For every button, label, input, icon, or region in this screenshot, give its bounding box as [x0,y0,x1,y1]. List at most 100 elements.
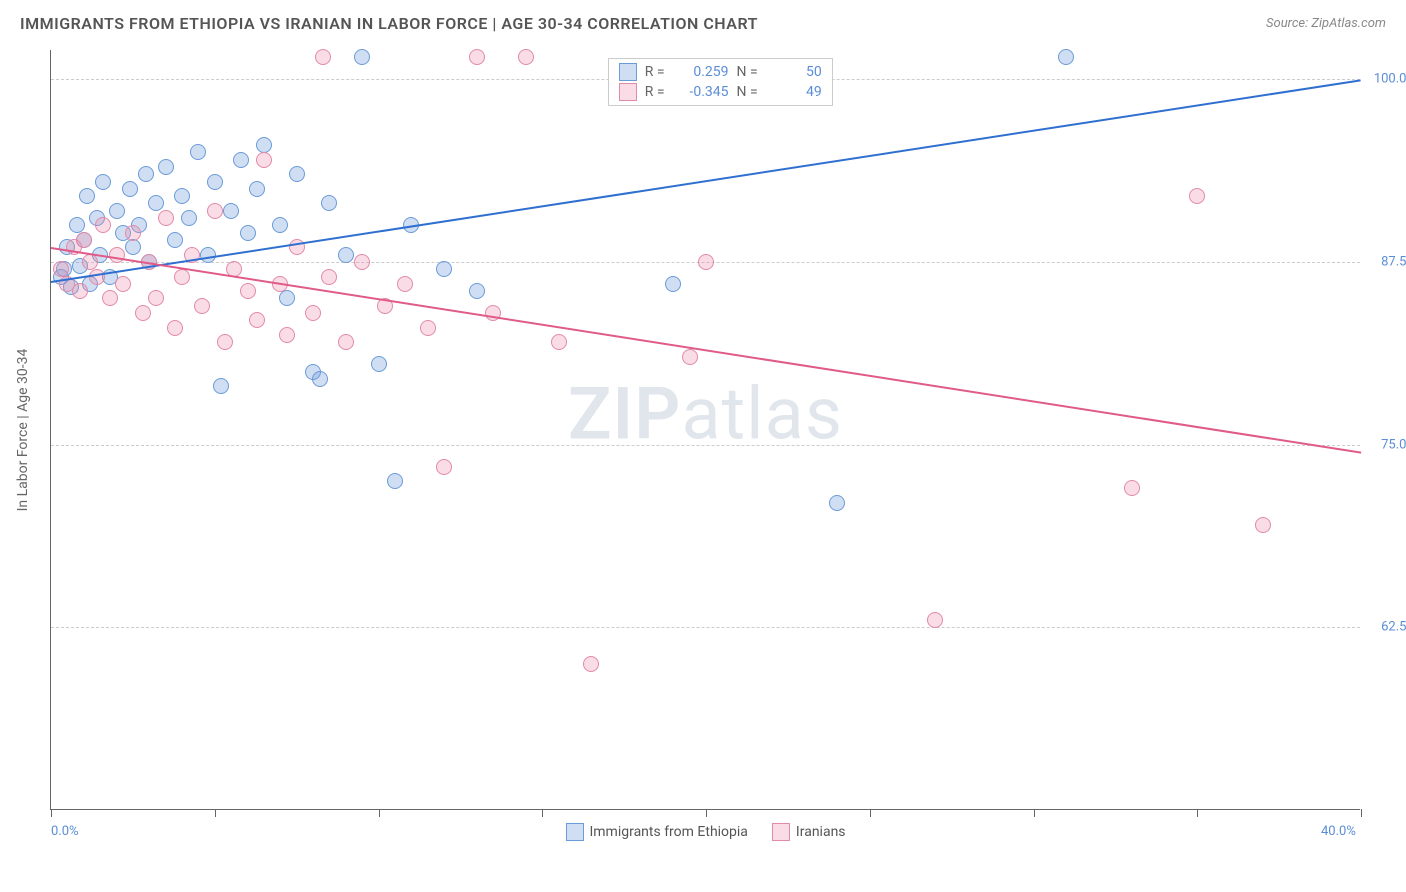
data-point [338,247,354,263]
data-point [305,305,321,321]
data-point [518,49,534,65]
data-point [122,181,138,197]
data-point [927,612,943,628]
x-tick [1197,809,1198,817]
data-point [1058,49,1074,65]
data-point [109,203,125,219]
data-point [158,210,174,226]
data-point [387,473,403,489]
data-point [200,247,216,263]
data-point [95,174,111,190]
x-tick-label: 0.0% [51,824,79,839]
legend-swatch [772,823,790,841]
data-point [125,239,141,255]
source-label: Source: ZipAtlas.com [1266,16,1386,31]
n-value: 50 [766,64,822,80]
data-point [583,656,599,672]
data-point [213,378,229,394]
data-point [551,334,567,350]
data-point [79,188,95,204]
x-tick [706,809,707,817]
data-point [240,283,256,299]
data-point [82,254,98,270]
y-tick-label: 100.0% [1366,72,1406,87]
data-point [135,305,151,321]
data-point [194,298,210,314]
gridline-h [51,627,1360,628]
legend-swatch [619,83,637,101]
data-point [256,152,272,168]
y-tick-label: 87.5% [1366,254,1406,269]
n-value: 49 [766,84,822,100]
data-point [53,261,69,277]
data-point [207,203,223,219]
y-axis-title: In Labor Force | Age 30-34 [15,348,31,511]
n-label: N = [737,64,758,80]
x-tick [379,809,380,817]
data-point [397,276,413,292]
data-point [436,459,452,475]
data-point [158,159,174,175]
data-point [272,217,288,233]
legend-swatch [565,823,583,841]
data-point [72,283,88,299]
r-value: -0.345 [673,84,729,100]
data-point [420,320,436,336]
data-point [249,312,265,328]
data-point [1189,188,1205,204]
r-label: R = [645,64,665,80]
x-tick-label: 40.0% [1321,824,1356,839]
data-point [76,232,92,248]
data-point [167,320,183,336]
data-point [698,254,714,270]
data-point [207,174,223,190]
data-point [371,356,387,372]
x-tick [51,809,52,817]
trend-line [51,247,1361,454]
data-point [315,49,331,65]
y-tick-label: 62.5% [1366,620,1406,635]
data-point [190,144,206,160]
data-point [321,195,337,211]
data-point [469,49,485,65]
data-point [115,276,131,292]
data-point [279,290,295,306]
data-point [682,349,698,365]
header: IMMIGRANTS FROM ETHIOPIA VS IRANIAN IN L… [0,0,1406,43]
data-point [338,334,354,350]
data-point [665,276,681,292]
data-point [312,371,328,387]
data-point [436,261,452,277]
n-label: N = [737,84,758,100]
series-legend-label: Iranians [796,824,846,840]
data-point [289,166,305,182]
data-point [240,225,256,241]
data-point [256,137,272,153]
data-point [223,203,239,219]
data-point [167,232,183,248]
chart-title: IMMIGRANTS FROM ETHIOPIA VS IRANIAN IN L… [20,14,758,33]
data-point [217,334,233,350]
correlation-legend-row: R =-0.345N =49 [619,83,822,101]
data-point [148,290,164,306]
data-point [354,254,370,270]
data-point [138,166,154,182]
data-point [829,495,845,511]
data-point [174,269,190,285]
correlation-legend-row: R = 0.259 N = 50 [619,63,822,81]
scatter-chart: In Labor Force | Age 30-34 ZIPatlas 62.5… [50,50,1360,810]
trend-line [51,79,1361,283]
x-tick [1361,809,1362,817]
series-legend-item: Immigrants from Ethiopia [565,823,747,841]
data-point [279,327,295,343]
data-point [249,181,265,197]
data-point [469,283,485,299]
x-tick [215,809,216,817]
data-point [148,195,164,211]
data-point [233,152,249,168]
correlation-legend: R = 0.259 N = 50R = -0.345 N = 49 [608,58,833,106]
legend-swatch [619,63,637,81]
r-value: 0.259 [673,64,729,80]
gridline-h [51,445,1360,446]
x-tick [542,809,543,817]
